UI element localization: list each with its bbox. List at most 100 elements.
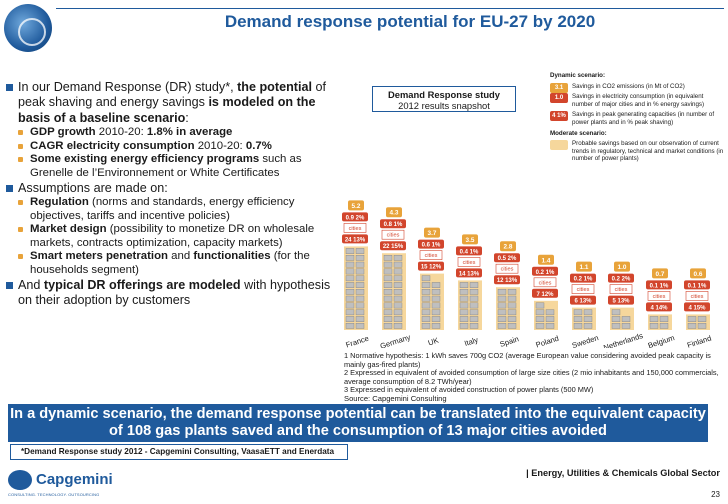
footnote-1: 1 Normative hypothesis: 1 kWh saves 700g… — [344, 351, 711, 369]
co2-label-4: 2.8 — [504, 244, 513, 251]
plant-4-7 — [507, 302, 517, 309]
peak-label-0: 24 13% — [345, 237, 366, 243]
plant-0-18 — [345, 261, 355, 268]
plant-9-2 — [687, 316, 697, 322]
bullet-intro: In our Demand Response (DR) study*, the … — [6, 80, 344, 126]
peak-badge-2 — [418, 261, 444, 271]
bullet-list: In our Demand Response (DR) study*, the … — [6, 80, 344, 308]
plant-0-20 — [345, 254, 355, 261]
peak-label-4: 12 13% — [497, 278, 518, 284]
legend-elec-text: Savings in electricity consumption (in e… — [572, 93, 705, 108]
peak-badge-9 — [684, 302, 710, 312]
plant-4-2 — [497, 316, 507, 322]
legend-peak: 4 1% Savings in peak generating capaciti… — [550, 111, 726, 126]
plant-5-4 — [535, 309, 545, 316]
plant-0-15 — [355, 275, 365, 282]
plant-6-0 — [573, 322, 583, 329]
co2-label-5: 1.4 — [542, 257, 551, 264]
peak-label-7: 5 13% — [612, 299, 630, 305]
plant-3-8 — [459, 295, 469, 302]
co2-badge-4 — [500, 241, 516, 252]
cities-label-9: cities — [691, 294, 704, 300]
bullet-cagr: CAGR electricity consumption 2010-20: 0.… — [6, 140, 344, 154]
logo-ring — [18, 18, 46, 46]
peak-badge-7 — [608, 295, 634, 305]
plant-3-6 — [459, 302, 469, 309]
plant-4-6 — [497, 302, 507, 309]
footnotes: 1 Normative hypothesis: 1 kWh saves 700g… — [344, 351, 724, 395]
co2-label-3: 3.5 — [466, 237, 475, 244]
plant-4-1 — [507, 322, 517, 329]
plant-8-3 — [659, 316, 669, 322]
legend-peak-badge: 4 1% — [550, 111, 568, 122]
plant-3-13 — [469, 282, 479, 288]
snapshot-box: Demand Response study 2012 results snaps… — [372, 86, 516, 112]
plant-3-11 — [469, 288, 479, 295]
legend-dynamic-heading: Dynamic scenario: — [550, 72, 606, 79]
plant-2-3 — [431, 316, 441, 322]
cities-tag-4 — [495, 263, 519, 274]
peak-badge-1 — [380, 241, 406, 251]
plant-0-7 — [355, 302, 365, 309]
plant-2-12 — [421, 282, 431, 288]
plant-1-19 — [393, 261, 403, 268]
co2-label-0: 5.2 — [352, 203, 361, 210]
co2-badge-1 — [386, 207, 402, 218]
plant-2-7 — [431, 302, 441, 309]
elec-badge-1 — [380, 219, 406, 229]
plant-4-4 — [497, 309, 507, 316]
cities-tag-1 — [381, 229, 405, 240]
plant-5-3 — [545, 316, 555, 322]
co2-badge-2 — [424, 227, 440, 238]
legend-moderate-text: Probable savings based on our observatio… — [572, 140, 724, 163]
plant-0-1 — [355, 322, 365, 329]
legend-moderate: Probable savings based on our observatio… — [550, 140, 726, 163]
plant-9-0 — [687, 322, 697, 329]
plant-1-13 — [393, 282, 403, 288]
plant-0-4 — [345, 309, 355, 316]
brand-logo: Capgemini CONSULTING. TECHNOLOGY. OUTSOU… — [8, 468, 128, 498]
page-title: Demand response potential for EU-27 by 2… — [224, 12, 596, 31]
peak-label-6: 6 13% — [574, 299, 592, 305]
elec-badge-0 — [342, 212, 368, 222]
plant-1-17 — [393, 268, 403, 275]
elec-badge-7 — [608, 273, 634, 283]
plant-0-0 — [345, 322, 355, 329]
brand-tagline: CONSULTING. TECHNOLOGY. OUTSOURCING — [8, 492, 100, 497]
bullet-existing: Some existing energy efficiency programs… — [6, 153, 344, 180]
elec-badge-3 — [456, 246, 482, 256]
peak-label-3: 14 13% — [459, 271, 480, 277]
bullet-gdp: GDP growth 2010-20: 1.8% in average — [6, 126, 344, 140]
cities-label-6: cities — [577, 287, 590, 293]
category-label-5: Poland — [535, 334, 560, 348]
category-label-4: Spain — [499, 334, 520, 348]
plant-0-5 — [355, 309, 365, 316]
peak-label-2: 15 12% — [421, 265, 442, 271]
plant-1-21 — [393, 254, 403, 261]
plant-2-1 — [431, 322, 441, 329]
category-label-8: Belgium — [647, 333, 676, 348]
co2-badge-7 — [614, 261, 630, 272]
plant-0-16 — [345, 268, 355, 275]
plant-4-3 — [507, 316, 517, 322]
plant-5-5 — [545, 309, 555, 316]
plant-0-12 — [345, 282, 355, 288]
bullet-assumptions: Assumptions are made on: — [6, 181, 344, 196]
plant-4-11 — [507, 288, 517, 295]
plant-2-11 — [431, 288, 441, 295]
plant-3-12 — [459, 282, 469, 288]
elec-badge-2 — [418, 239, 444, 249]
category-label-9: Finland — [686, 333, 712, 348]
plant-3-9 — [469, 295, 479, 302]
category-label-3: Italy — [463, 335, 479, 348]
elec-label-9: 0.1 1% — [688, 283, 707, 289]
plant-1-15 — [393, 275, 403, 282]
plant-2-13 — [431, 282, 441, 288]
co2-label-2: 3.7 — [428, 230, 437, 237]
plant-5-1 — [545, 322, 555, 329]
plant-3-2 — [459, 316, 469, 322]
plant-6-1 — [583, 322, 593, 329]
plant-0-23 — [355, 248, 365, 254]
plant-1-3 — [393, 316, 403, 322]
plant-3-3 — [469, 316, 479, 322]
